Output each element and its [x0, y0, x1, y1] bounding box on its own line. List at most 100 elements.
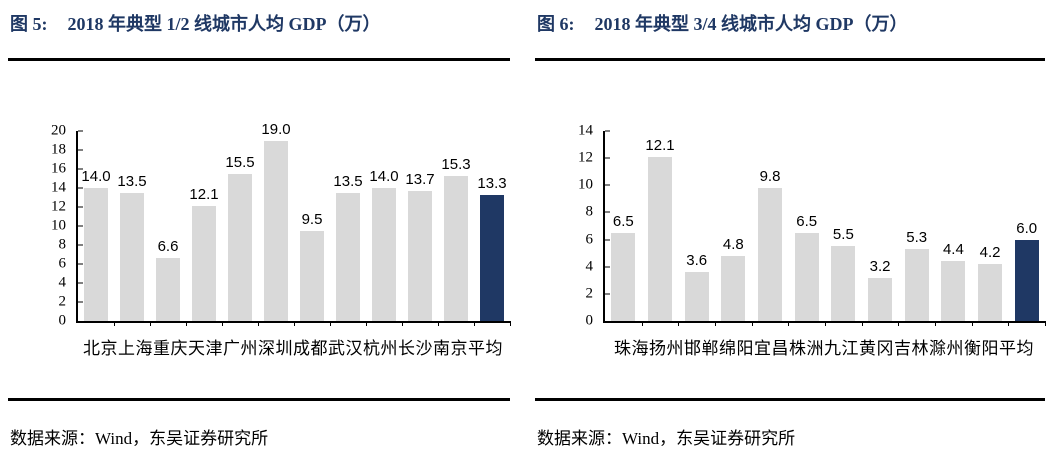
x-tick-mark [751, 321, 753, 326]
bar-slot: 13.3 [474, 131, 510, 321]
bar-value-label: 6.0 [1016, 219, 1038, 237]
y-tick-label: 2 [58, 293, 67, 310]
x-tick-mark [825, 321, 826, 326]
bar-value-label: 3.2 [869, 257, 891, 275]
plot-area: 14.0 13.5 6.6 12.1 15.5 19.0 9.5 13.5 14.0 13.7 15… [76, 122, 511, 326]
x-tick-mark [149, 321, 151, 326]
bar-slot: 6.5 [788, 131, 825, 321]
bar-株洲 [794, 232, 819, 321]
bar-slot: 13.7 [402, 131, 438, 321]
bar-value-label: 15.5 [225, 153, 255, 171]
plot-column: 14.0 13.5 6.6 12.1 15.5 19.0 9.5 13.5 14.0 13.7 15… [76, 122, 511, 359]
y-tick-label: 20 [51, 122, 66, 139]
x-tick-mark [365, 321, 367, 326]
bar-深圳 [264, 140, 288, 321]
bars-row: 6.5 12.1 3.6 4.8 9.8 6.5 5.5 3.2 5.3 4.4 4.2 6.0 [605, 131, 1045, 321]
figure-5-label: 图 5: [10, 14, 48, 34]
y-tick-label: 4 [58, 274, 67, 291]
bar-杭州 [372, 188, 396, 321]
bar-slot: 6.6 [150, 131, 186, 321]
bar-slot: 15.5 [222, 131, 258, 321]
bar-value-label: 4.8 [722, 235, 744, 253]
bar-广州 [228, 173, 252, 321]
bar-slot: 19.0 [258, 122, 294, 321]
bar-slot: 13.5 [114, 131, 150, 321]
y-axis: 0 2 4 6 8 10 12 14 [535, 123, 603, 328]
y-tick-mark [78, 130, 83, 132]
bar-value-label: 13.3 [477, 174, 507, 192]
figure-6-title: 图 6: 2018 年典型 3/4 线城市人均 GDP（万） [535, 10, 1045, 36]
y-tick-label: 0 [58, 312, 67, 329]
x-tick-mark [1045, 321, 1046, 326]
bar-宜昌 [758, 188, 783, 321]
plot-column: 6.5 12.1 3.6 4.8 9.8 6.5 5.5 3.2 5.3 4.4 4.2 6.0 珠海… [603, 130, 1046, 359]
x-tick-mark [715, 321, 716, 326]
y-tick-mark [78, 263, 83, 265]
bar-滁州 [941, 261, 966, 321]
y-tick-label: 14 [51, 179, 66, 196]
bar-平均 [1014, 239, 1039, 321]
x-axis-labels: 北京上海重庆天津广州深圳成都武汉杭州长沙南京平均 [83, 339, 503, 358]
y-tick-label: 10 [578, 176, 593, 193]
y-tick-label: 2 [585, 285, 594, 302]
bar-黄冈 [868, 277, 893, 321]
bar-value-label: 4.4 [942, 241, 964, 259]
y-tick-mark [78, 206, 83, 208]
bar-chart-figure-6: 0 2 4 6 8 10 12 14 6.5 12.1 3.6 4.8 9.8 6.5 5.5 3.2 5.3… [535, 123, 1046, 359]
bottom-divider [8, 398, 510, 401]
y-tick-label: 6 [58, 255, 67, 272]
bar-吉林 [904, 249, 929, 321]
bar-value-label: 9.8 [759, 168, 781, 185]
bar-邯郸 [684, 272, 709, 321]
y-tick-label: 16 [51, 160, 66, 177]
figure-5-title: 图 5: 2018 年典型 1/2 线城市人均 GDP（万） [8, 10, 510, 36]
x-tick-mark [113, 321, 115, 326]
y-tick-label: 0 [585, 312, 594, 329]
bar-珠海 [611, 232, 636, 321]
x-tick-mark [641, 321, 643, 326]
bar-value-label: 6.6 [157, 238, 179, 256]
bar-成都 [300, 230, 324, 321]
y-tick-label: 12 [578, 149, 593, 166]
bar-slot: 9.5 [294, 131, 330, 321]
y-tick-mark [78, 149, 83, 151]
bar-平均 [480, 194, 504, 321]
y-tick-label: 14 [578, 122, 593, 139]
bar-slot: 4.2 [972, 131, 1009, 321]
bar-slot: 3.6 [678, 131, 715, 321]
y-tick-label: 8 [585, 203, 594, 220]
y-tick-mark [605, 239, 610, 241]
y-tick-mark [78, 168, 83, 170]
y-tick-label: 18 [51, 141, 66, 158]
bar-slot: 4.8 [715, 131, 752, 321]
x-tick-mark [186, 321, 187, 326]
bar-value-label: 5.3 [906, 229, 928, 247]
bar-slot: 12.1 [642, 131, 679, 321]
y-tick-mark [605, 266, 610, 268]
bar-value-label: 13.5 [333, 172, 363, 190]
x-tick-mark [402, 321, 403, 326]
bar-value-label: 5.5 [832, 226, 854, 244]
bar-长沙 [408, 190, 432, 321]
bar-chart-figure-5: 0 2 4 6 8 10 12 14 16 18 20 14.0 13.5 6.6 12.1 15.5 19.… [8, 122, 511, 359]
x-tick-mark [898, 321, 900, 326]
bar-衡阳 [978, 264, 1003, 321]
plot-area: 6.5 12.1 3.6 4.8 9.8 6.5 5.5 3.2 5.3 4.4 4.2 6.0 [603, 130, 1046, 326]
bar-slot: 12.1 [186, 131, 222, 321]
bar-slot: 15.3 [438, 131, 474, 321]
bar-上海 [120, 192, 144, 321]
bar-value-label: 6.5 [612, 212, 634, 230]
y-tick-label: 12 [51, 198, 66, 215]
bar-slot: 6.0 [1008, 131, 1045, 321]
x-tick-mark [510, 321, 511, 326]
title-divider [8, 58, 510, 61]
figure-6-title-text: 2018 年典型 3/4 线城市人均 GDP（万） [594, 14, 908, 34]
y-axis: 0 2 4 6 8 10 12 14 16 18 20 [8, 123, 76, 328]
bar-slot: 3.2 [862, 131, 899, 321]
bar-value-label: 13.7 [405, 170, 435, 188]
bar-value-label: 12.1 [189, 186, 219, 204]
figure-5-panel: 图 5: 2018 年典型 1/2 线城市人均 GDP（万） 0 2 4 6 8 10 12 1… [8, 10, 511, 460]
bar-value-label: 13.5 [117, 172, 147, 190]
bar-天津 [192, 206, 216, 321]
data-source: 数据来源：Wind，东吴证券研究所 [10, 429, 269, 448]
